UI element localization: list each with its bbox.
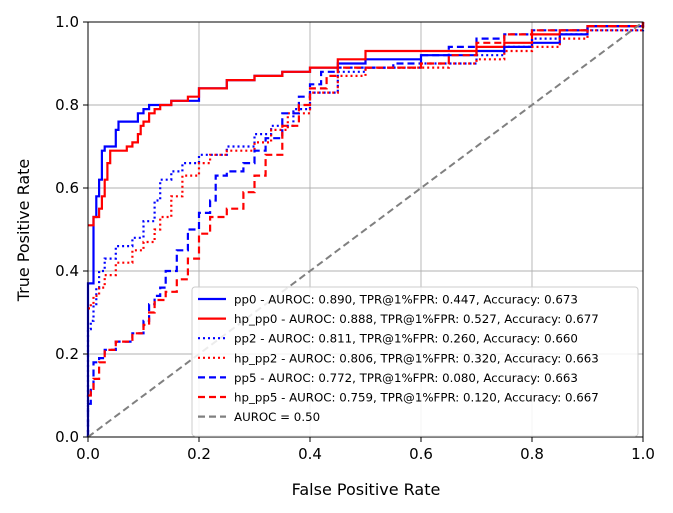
legend-label-6: AUROC = 0.50 (234, 410, 320, 424)
y-tick-label: 0.2 (55, 345, 79, 363)
series-line-6 (87, 21, 644, 438)
legend: pp0 - AUROC: 0.890, TPR@1%FPR: 0.447, Ac… (191, 286, 639, 437)
legend-label-0: pp0 - AUROC: 0.890, TPR@1%FPR: 0.447, Ac… (234, 293, 578, 307)
legend-label-5: hp_pp5 - AUROC: 0.759, TPR@1%FPR: 0.120,… (234, 391, 599, 405)
y-tick-label: 0.6 (55, 179, 79, 197)
x-tick-label: 0.2 (187, 445, 211, 463)
legend-box (191, 286, 639, 437)
series-line-1 (88, 22, 645, 227)
x-tick-label: 1.0 (631, 445, 655, 463)
y-tick-label: 0.0 (55, 428, 79, 446)
y-tick-label: 1.0 (55, 13, 79, 31)
legend-label-1: hp_pp0 - AUROC: 0.888, TPR@1%FPR: 0.527,… (234, 312, 599, 326)
series-line-3 (88, 22, 645, 310)
x-tick-label: 0.8 (520, 445, 544, 463)
legend-label-3: hp_pp2 - AUROC: 0.806, TPR@1%FPR: 0.320,… (234, 351, 599, 365)
series-line-4 (86, 22, 645, 437)
x-tick-label: 0.4 (298, 445, 322, 463)
x-axis-label: False Positive Rate (292, 480, 441, 499)
legend-label-2: pp2 - AUROC: 0.811, TPR@1%FPR: 0.260, Ac… (234, 332, 578, 346)
legend-label-4: pp5 - AUROC: 0.772, TPR@1%FPR: 0.080, Ac… (234, 371, 578, 385)
series-lines (86, 21, 645, 438)
y-axis-label: True Positive Rate (14, 159, 33, 303)
y-tick-label: 0.4 (55, 262, 79, 280)
series-line-5 (88, 22, 645, 397)
x-tick-label: 0.6 (409, 445, 433, 463)
y-tick-label: 0.8 (55, 96, 79, 114)
x-tick-label: 0.0 (76, 445, 100, 463)
axis-ticks: 0.0 0.2 0.4 0.6 0.8 1.0 0.0 0.2 0.4 0.6 0.8 1.0 (55, 13, 655, 463)
axes-frame (87, 21, 644, 438)
